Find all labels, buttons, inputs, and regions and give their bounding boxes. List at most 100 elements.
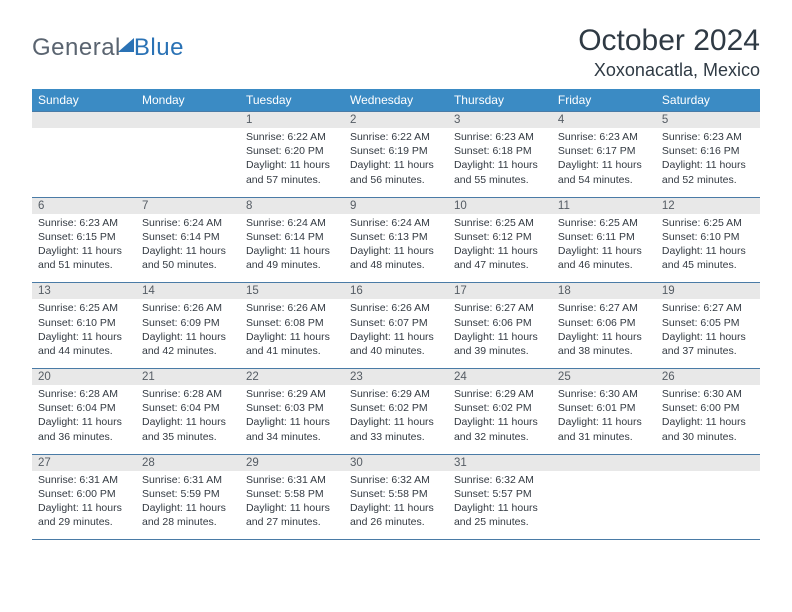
sunrise-text: Sunrise: 6:23 AM xyxy=(454,130,546,144)
day-info: Sunrise: 6:25 AMSunset: 6:12 PMDaylight:… xyxy=(448,214,552,283)
daylight-text: Daylight: 11 hours and 47 minutes. xyxy=(454,244,546,272)
day-info: Sunrise: 6:29 AMSunset: 6:02 PMDaylight:… xyxy=(448,385,552,454)
calendar-table: SundayMondayTuesdayWednesdayThursdayFrid… xyxy=(32,89,760,540)
day-number: 7 xyxy=(136,198,240,214)
calendar-cell: 29Sunrise: 6:31 AMSunset: 5:58 PMDayligh… xyxy=(240,454,344,540)
calendar-cell: 8Sunrise: 6:24 AMSunset: 6:14 PMDaylight… xyxy=(240,197,344,283)
daylight-text: Daylight: 11 hours and 29 minutes. xyxy=(38,501,130,529)
day-info: Sunrise: 6:28 AMSunset: 6:04 PMDaylight:… xyxy=(32,385,136,454)
sunset-text: Sunset: 5:58 PM xyxy=(246,487,338,501)
sunset-text: Sunset: 6:10 PM xyxy=(662,230,754,244)
day-header-row: SundayMondayTuesdayWednesdayThursdayFrid… xyxy=(32,89,760,112)
calendar-cell: 31Sunrise: 6:32 AMSunset: 5:57 PMDayligh… xyxy=(448,454,552,540)
day-number: 30 xyxy=(344,455,448,471)
day-info: Sunrise: 6:26 AMSunset: 6:07 PMDaylight:… xyxy=(344,299,448,368)
header: General Blue October 2024 Xoxonacatla, M… xyxy=(32,24,760,81)
sunset-text: Sunset: 6:18 PM xyxy=(454,144,546,158)
day-info xyxy=(656,471,760,529)
sunset-text: Sunset: 6:09 PM xyxy=(142,316,234,330)
day-info: Sunrise: 6:25 AMSunset: 6:11 PMDaylight:… xyxy=(552,214,656,283)
sunset-text: Sunset: 6:14 PM xyxy=(142,230,234,244)
daylight-text: Daylight: 11 hours and 34 minutes. xyxy=(246,415,338,443)
calendar-cell: 10Sunrise: 6:25 AMSunset: 6:12 PMDayligh… xyxy=(448,197,552,283)
calendar-cell: 15Sunrise: 6:26 AMSunset: 6:08 PMDayligh… xyxy=(240,283,344,369)
day-info: Sunrise: 6:31 AMSunset: 5:58 PMDaylight:… xyxy=(240,471,344,540)
day-number: 1 xyxy=(240,112,344,128)
daylight-text: Daylight: 11 hours and 54 minutes. xyxy=(558,158,650,186)
day-info: Sunrise: 6:23 AMSunset: 6:15 PMDaylight:… xyxy=(32,214,136,283)
daylight-text: Daylight: 11 hours and 57 minutes. xyxy=(246,158,338,186)
title-month: October 2024 xyxy=(578,24,760,58)
sunset-text: Sunset: 6:19 PM xyxy=(350,144,442,158)
day-info: Sunrise: 6:23 AMSunset: 6:17 PMDaylight:… xyxy=(552,128,656,197)
day-info xyxy=(136,128,240,186)
day-number xyxy=(656,455,760,471)
day-header: Sunday xyxy=(32,89,136,112)
day-number: 10 xyxy=(448,198,552,214)
calendar-cell: 1Sunrise: 6:22 AMSunset: 6:20 PMDaylight… xyxy=(240,112,344,198)
day-info: Sunrise: 6:26 AMSunset: 6:08 PMDaylight:… xyxy=(240,299,344,368)
day-info: Sunrise: 6:31 AMSunset: 6:00 PMDaylight:… xyxy=(32,471,136,540)
sunrise-text: Sunrise: 6:29 AM xyxy=(246,387,338,401)
sunrise-text: Sunrise: 6:31 AM xyxy=(38,473,130,487)
sunset-text: Sunset: 6:13 PM xyxy=(350,230,442,244)
sunrise-text: Sunrise: 6:27 AM xyxy=(662,301,754,315)
sunset-text: Sunset: 6:05 PM xyxy=(662,316,754,330)
sunset-text: Sunset: 6:06 PM xyxy=(558,316,650,330)
day-number: 25 xyxy=(552,369,656,385)
calendar-page: General Blue October 2024 Xoxonacatla, M… xyxy=(0,0,792,548)
day-number: 22 xyxy=(240,369,344,385)
calendar-cell xyxy=(32,112,136,198)
calendar-cell: 28Sunrise: 6:31 AMSunset: 5:59 PMDayligh… xyxy=(136,454,240,540)
calendar-week-row: 1Sunrise: 6:22 AMSunset: 6:20 PMDaylight… xyxy=(32,112,760,198)
calendar-cell: 13Sunrise: 6:25 AMSunset: 6:10 PMDayligh… xyxy=(32,283,136,369)
day-info: Sunrise: 6:29 AMSunset: 6:03 PMDaylight:… xyxy=(240,385,344,454)
calendar-cell: 17Sunrise: 6:27 AMSunset: 6:06 PMDayligh… xyxy=(448,283,552,369)
day-number: 14 xyxy=(136,283,240,299)
calendar-cell: 11Sunrise: 6:25 AMSunset: 6:11 PMDayligh… xyxy=(552,197,656,283)
day-info: Sunrise: 6:22 AMSunset: 6:19 PMDaylight:… xyxy=(344,128,448,197)
day-number: 2 xyxy=(344,112,448,128)
sunrise-text: Sunrise: 6:28 AM xyxy=(142,387,234,401)
day-header: Wednesday xyxy=(344,89,448,112)
day-number: 13 xyxy=(32,283,136,299)
calendar-week-row: 20Sunrise: 6:28 AMSunset: 6:04 PMDayligh… xyxy=(32,369,760,455)
daylight-text: Daylight: 11 hours and 37 minutes. xyxy=(662,330,754,358)
calendar-head: SundayMondayTuesdayWednesdayThursdayFrid… xyxy=(32,89,760,112)
day-info: Sunrise: 6:24 AMSunset: 6:13 PMDaylight:… xyxy=(344,214,448,283)
calendar-cell: 30Sunrise: 6:32 AMSunset: 5:58 PMDayligh… xyxy=(344,454,448,540)
day-header: Monday xyxy=(136,89,240,112)
sunset-text: Sunset: 6:17 PM xyxy=(558,144,650,158)
daylight-text: Daylight: 11 hours and 55 minutes. xyxy=(454,158,546,186)
day-number: 17 xyxy=(448,283,552,299)
day-number xyxy=(32,112,136,128)
day-info: Sunrise: 6:31 AMSunset: 5:59 PMDaylight:… xyxy=(136,471,240,540)
sunrise-text: Sunrise: 6:27 AM xyxy=(558,301,650,315)
day-info: Sunrise: 6:32 AMSunset: 5:58 PMDaylight:… xyxy=(344,471,448,540)
calendar-body: 1Sunrise: 6:22 AMSunset: 6:20 PMDaylight… xyxy=(32,112,760,540)
daylight-text: Daylight: 11 hours and 52 minutes. xyxy=(662,158,754,186)
calendar-cell: 2Sunrise: 6:22 AMSunset: 6:19 PMDaylight… xyxy=(344,112,448,198)
sunrise-text: Sunrise: 6:29 AM xyxy=(350,387,442,401)
sunset-text: Sunset: 5:58 PM xyxy=(350,487,442,501)
sunrise-text: Sunrise: 6:25 AM xyxy=(454,216,546,230)
calendar-cell: 12Sunrise: 6:25 AMSunset: 6:10 PMDayligh… xyxy=(656,197,760,283)
calendar-week-row: 6Sunrise: 6:23 AMSunset: 6:15 PMDaylight… xyxy=(32,197,760,283)
calendar-cell: 19Sunrise: 6:27 AMSunset: 6:05 PMDayligh… xyxy=(656,283,760,369)
day-number: 28 xyxy=(136,455,240,471)
day-info: Sunrise: 6:27 AMSunset: 6:06 PMDaylight:… xyxy=(448,299,552,368)
day-info: Sunrise: 6:30 AMSunset: 6:01 PMDaylight:… xyxy=(552,385,656,454)
day-number: 31 xyxy=(448,455,552,471)
sunrise-text: Sunrise: 6:25 AM xyxy=(558,216,650,230)
sunrise-text: Sunrise: 6:29 AM xyxy=(454,387,546,401)
calendar-cell: 14Sunrise: 6:26 AMSunset: 6:09 PMDayligh… xyxy=(136,283,240,369)
daylight-text: Daylight: 11 hours and 25 minutes. xyxy=(454,501,546,529)
daylight-text: Daylight: 11 hours and 45 minutes. xyxy=(662,244,754,272)
sunset-text: Sunset: 6:02 PM xyxy=(454,401,546,415)
calendar-cell: 16Sunrise: 6:26 AMSunset: 6:07 PMDayligh… xyxy=(344,283,448,369)
daylight-text: Daylight: 11 hours and 30 minutes. xyxy=(662,415,754,443)
daylight-text: Daylight: 11 hours and 48 minutes. xyxy=(350,244,442,272)
sunrise-text: Sunrise: 6:30 AM xyxy=(662,387,754,401)
calendar-cell xyxy=(136,112,240,198)
sunrise-text: Sunrise: 6:27 AM xyxy=(454,301,546,315)
